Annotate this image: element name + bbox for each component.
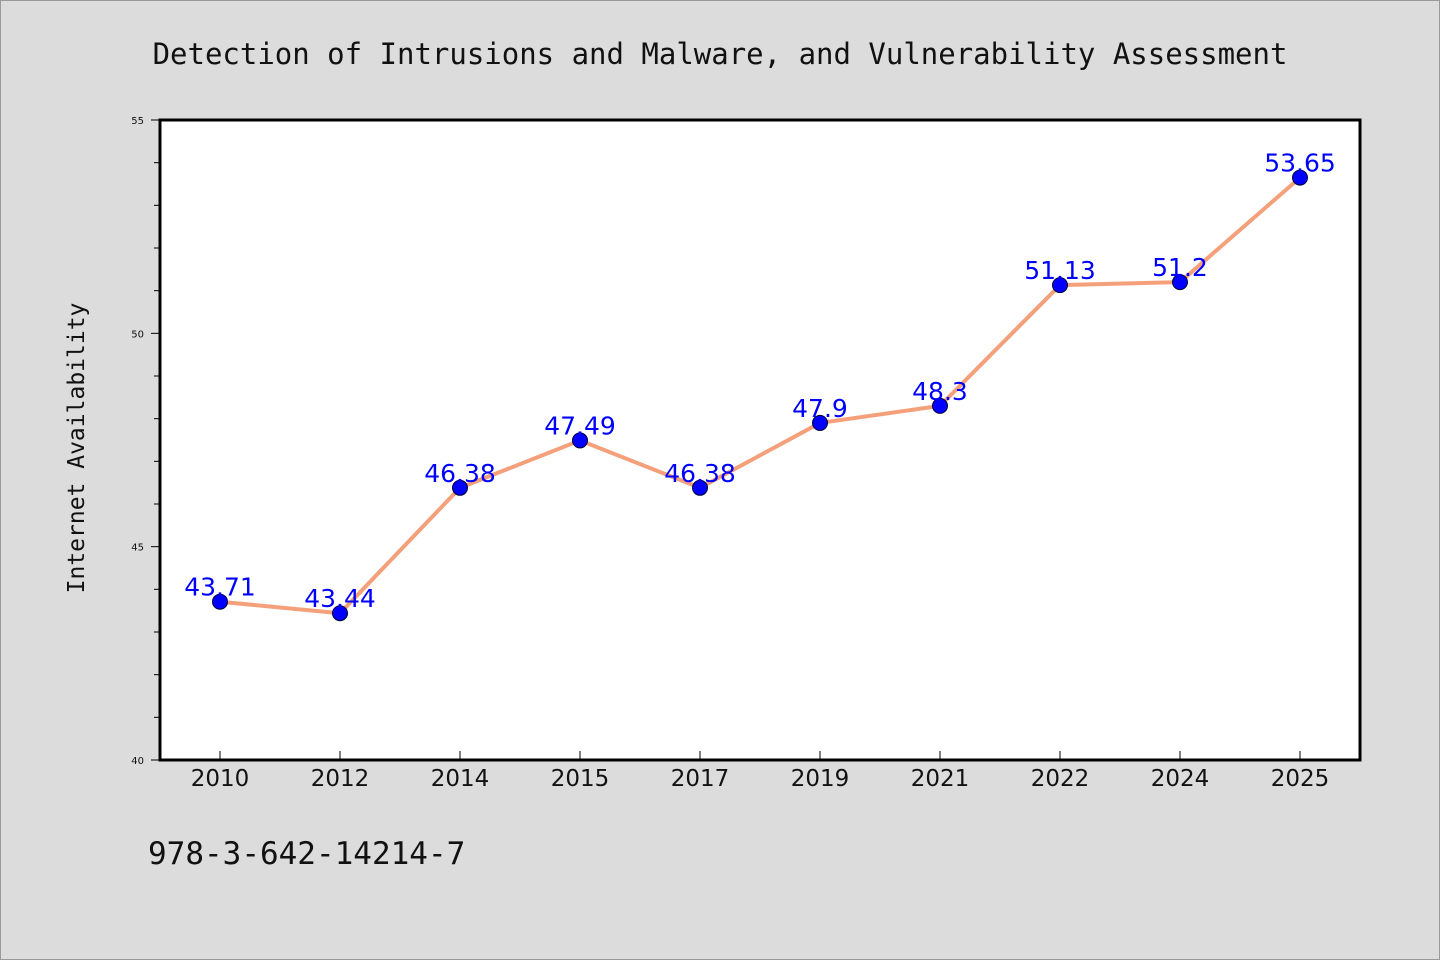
chart-title: Detection of Intrusions and Malware, and… bbox=[153, 37, 1288, 71]
data-points bbox=[212, 169, 1308, 622]
data-label: 46.38 bbox=[424, 459, 496, 488]
data-label: 47.49 bbox=[544, 411, 616, 440]
y-axis-ticks: 40 45 50 55 bbox=[131, 116, 160, 767]
x-tick-label: 2025 bbox=[1271, 766, 1330, 792]
data-point bbox=[212, 593, 228, 610]
y-tick-label: 40 bbox=[131, 756, 144, 767]
data-label: 43.71 bbox=[184, 573, 256, 602]
data-point bbox=[812, 414, 828, 431]
series-line-group bbox=[218, 175, 1302, 616]
data-point bbox=[572, 432, 588, 449]
y-axis-label: Internet Availability bbox=[64, 303, 90, 594]
data-label: 51.2 bbox=[1152, 253, 1208, 282]
x-tick-label: 2015 bbox=[551, 766, 610, 792]
data-point bbox=[332, 605, 348, 622]
x-tick-label: 2022 bbox=[1031, 766, 1090, 792]
x-tick-label: 2017 bbox=[671, 766, 730, 792]
x-axis-ticks: 2010 2012 2014 2015 2017 2019 2021 2022 2024 2025 bbox=[191, 751, 1330, 792]
data-point bbox=[1172, 274, 1188, 291]
y-tick-label: 55 bbox=[131, 116, 144, 127]
x-tick-label: 2014 bbox=[431, 766, 490, 792]
x-tick-label: 2010 bbox=[191, 766, 250, 792]
x-tick-label: 2012 bbox=[311, 766, 370, 792]
data-point bbox=[1052, 277, 1068, 294]
data-point bbox=[932, 397, 948, 414]
x-tick-label: 2019 bbox=[791, 766, 850, 792]
data-label: 51.13 bbox=[1024, 256, 1096, 285]
data-label: 48.3 bbox=[912, 377, 968, 406]
data-point bbox=[452, 479, 468, 496]
footer-isbn: 978-3-642-14214-7 bbox=[148, 836, 465, 872]
data-point bbox=[692, 479, 708, 496]
x-tick-label: 2024 bbox=[1151, 766, 1210, 792]
data-labels: 43.71 43.44 46.38 47.49 46.38 47.9 48.3 51.13 51… bbox=[184, 149, 1336, 614]
data-label: 46.38 bbox=[664, 459, 736, 488]
y-tick-label: 50 bbox=[131, 329, 144, 340]
data-label: 43.44 bbox=[304, 584, 376, 613]
x-tick-label: 2021 bbox=[911, 766, 970, 792]
plot-area bbox=[158, 118, 1362, 762]
series-line bbox=[218, 175, 1302, 616]
y-tick-label: 45 bbox=[131, 543, 144, 554]
data-label: 53.65 bbox=[1264, 149, 1336, 178]
data-point bbox=[1292, 169, 1308, 186]
data-label: 47.9 bbox=[792, 394, 848, 423]
